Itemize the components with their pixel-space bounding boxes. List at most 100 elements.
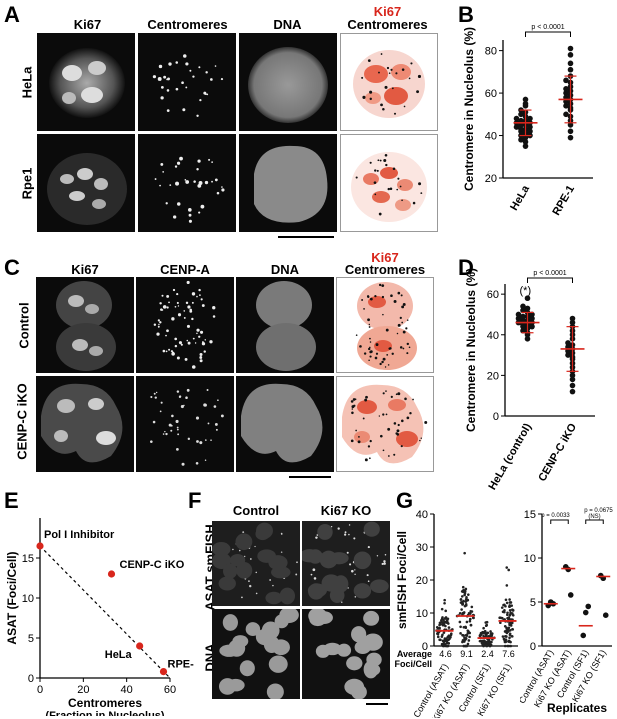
- spot: [188, 208, 192, 212]
- spot: [393, 453, 396, 456]
- category-label: RPE-1: [551, 184, 578, 218]
- data-point: [520, 313, 526, 320]
- spot: [196, 114, 199, 117]
- spot: [395, 393, 398, 396]
- data-point: [482, 626, 485, 630]
- spot: [192, 337, 195, 340]
- data-point: [486, 640, 489, 644]
- spot: [169, 184, 172, 187]
- data-point: [563, 111, 569, 118]
- nucleus: [329, 587, 345, 604]
- spot: [154, 178, 157, 180]
- spot: [393, 422, 397, 425]
- spot: [159, 184, 161, 187]
- spot: [361, 299, 364, 301]
- average-value: 7.6: [502, 649, 515, 659]
- spot: [377, 159, 380, 162]
- data-point: [567, 52, 574, 58]
- panel-a-label: A: [4, 2, 20, 27]
- data-point: [569, 382, 576, 389]
- spot: [365, 395, 368, 399]
- data-point: [483, 643, 486, 647]
- c-ikO-cenpa-image: [136, 376, 234, 472]
- spot: [375, 352, 379, 355]
- spot: [196, 440, 199, 443]
- spot: [384, 85, 388, 89]
- sig-label-ns: (NS): [588, 514, 600, 520]
- data-point: [487, 638, 491, 642]
- nucleus: [363, 521, 380, 537]
- spot: [387, 364, 390, 366]
- spot: [160, 85, 164, 89]
- sig-label: p = 0.0675: [584, 508, 613, 514]
- spot: [176, 428, 179, 431]
- spot: [352, 398, 356, 401]
- x-tick-label: 20: [77, 684, 89, 696]
- spot: [155, 391, 158, 394]
- data-point: [524, 336, 531, 342]
- average-value: 2.4: [481, 649, 494, 659]
- data-point: [484, 632, 487, 635]
- y-tick-label: 80: [485, 46, 497, 58]
- spot: [348, 533, 350, 536]
- spot: [417, 74, 422, 79]
- panel-e-label: E: [4, 488, 19, 513]
- spot: [312, 568, 316, 572]
- spot: [162, 433, 165, 435]
- data-point: [463, 593, 466, 597]
- c-col-centromeres: Centromeres: [344, 262, 426, 277]
- data-point: [485, 623, 489, 627]
- data-point: [469, 623, 473, 627]
- data-point: [520, 327, 526, 334]
- spot: [390, 68, 393, 71]
- spot: [195, 416, 200, 420]
- data-point: [567, 134, 574, 141]
- spot: [381, 360, 384, 364]
- data-point: [569, 376, 576, 383]
- spot: [192, 75, 195, 78]
- spot: [424, 421, 428, 424]
- c-col-ki67: Ki67: [71, 262, 99, 277]
- spot: [378, 212, 382, 216]
- data-point: [459, 597, 463, 601]
- y-axis-label: Centromere in Nucleolus (%): [462, 27, 476, 191]
- spot: [196, 332, 198, 335]
- spot: [384, 553, 387, 556]
- data-point: [508, 632, 512, 636]
- spot: [369, 97, 372, 101]
- spot: [344, 531, 347, 534]
- spot: [374, 295, 377, 298]
- point-label: Pol I Inhibitor: [44, 529, 115, 541]
- spot: [380, 103, 383, 107]
- spot: [350, 400, 354, 403]
- spot: [396, 429, 400, 433]
- spot: [400, 294, 403, 297]
- spot: [173, 215, 177, 219]
- spot: [209, 340, 213, 344]
- spot: [389, 347, 392, 350]
- spot: [416, 90, 420, 94]
- nucleus: [363, 610, 380, 626]
- spot: [344, 533, 347, 536]
- chart-e: 0 5 10 15 0 20 40 60 ASAT (Foci/Cell) Centromeres…: [5, 518, 194, 716]
- spot: [188, 213, 192, 217]
- spot: [207, 422, 210, 425]
- a-col-centromeres-merge: Centromeres: [347, 17, 428, 32]
- spot: [367, 546, 370, 549]
- data-point: [511, 608, 515, 612]
- data-point: [508, 598, 511, 601]
- data-point: [509, 640, 512, 644]
- data-point: [511, 613, 515, 617]
- spot: [393, 112, 397, 115]
- data-point: [503, 640, 507, 644]
- spot: [313, 577, 317, 580]
- spot: [157, 77, 162, 81]
- spot: [280, 551, 283, 553]
- data-point: [567, 45, 574, 52]
- spot: [205, 71, 208, 74]
- x-axis-label: Centromeres: [68, 696, 142, 710]
- data-point: [585, 603, 592, 610]
- a-col-dna: DNA: [273, 17, 302, 32]
- spot: [382, 107, 385, 111]
- data-point: [508, 629, 512, 632]
